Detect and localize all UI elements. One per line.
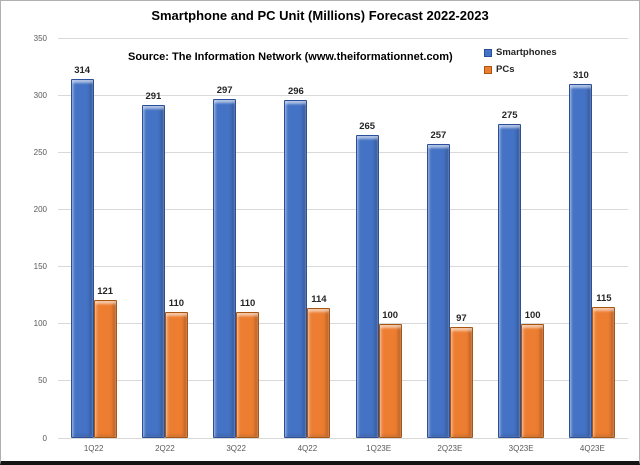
y-tick-label-300: 300 [33, 90, 47, 100]
bar-value-label-smartphones-2Q23E: 257 [430, 130, 447, 142]
bar-value-label-smartphones-4Q22: 296 [287, 85, 304, 97]
y-tick-label-100: 100 [33, 319, 47, 329]
x-tick-label-4Q23E: 4Q23E [579, 444, 605, 453]
bar-value-label-smartphones-2Q22: 291 [145, 91, 162, 103]
gridline-150 [58, 266, 628, 268]
bar-smartphones-1Q22 [70, 79, 94, 438]
bar-smartphones-3Q22 [213, 98, 237, 438]
bar-value-label-pcs-3Q23E: 100 [524, 309, 541, 321]
legend-label-smartphones: Smartphones [496, 47, 557, 58]
y-tick-label-50: 50 [38, 376, 47, 386]
bar-pcs-1Q23E [378, 323, 402, 438]
bar-value-label-smartphones-1Q22: 314 [74, 65, 91, 77]
source-note: Source: The Information Network (www.the… [128, 51, 453, 63]
y-tick-label-150: 150 [33, 262, 47, 272]
bar-pcs-1Q22 [93, 299, 117, 438]
bar-smartphones-2Q22 [141, 105, 165, 438]
bar-value-label-pcs-2Q22: 110 [168, 298, 185, 310]
bar-pcs-3Q23E [521, 323, 545, 438]
smartphones-swatch-icon [484, 48, 492, 57]
gridline-350 [58, 37, 628, 39]
gridline-300 [58, 94, 628, 96]
bar-value-label-pcs-3Q22: 110 [239, 298, 256, 310]
chart-title: Smartphone and PC Unit (Millions) Foreca… [151, 8, 489, 23]
gridline-200 [58, 208, 628, 210]
plot-area: 314 121 291 110 297 110 296 114 265 100 257 97 275 10… [58, 37, 628, 439]
x-tick-label-3Q22: 3Q22 [226, 444, 246, 453]
bar-value-label-smartphones-3Q22: 297 [216, 84, 233, 96]
bar-value-label-pcs-1Q22: 121 [97, 285, 114, 297]
gridline-0 [58, 437, 628, 439]
bar-pcs-4Q22 [307, 307, 331, 438]
y-tick-label-0: 0 [42, 433, 47, 443]
x-tick-label-1Q22: 1Q22 [83, 444, 104, 453]
bar-value-label-smartphones-1Q23E: 265 [359, 121, 376, 133]
legend-label-pcs: PCs [496, 64, 515, 75]
bar-pcs-2Q22 [164, 312, 188, 438]
bar-smartphones-4Q23E [569, 83, 593, 438]
x-tick-label-4Q22: 4Q22 [297, 444, 318, 453]
gridline-50 [58, 380, 628, 382]
bar-value-label-smartphones-4Q23E: 310 [572, 69, 589, 81]
bar-pcs-2Q23E [449, 327, 473, 438]
x-tick-label-2Q23E: 2Q23E [437, 444, 463, 453]
legend-item-pcs: PCs [484, 64, 557, 75]
gridline-250 [58, 151, 628, 153]
legend: Smartphones PCs [484, 47, 557, 81]
gridline-100 [58, 323, 628, 325]
x-tick-label-2Q22: 2Q22 [155, 444, 175, 453]
bar-value-label-smartphones-3Q23E: 275 [501, 109, 518, 121]
bar-pcs-4Q23E [592, 306, 616, 438]
pcs-swatch-icon [484, 65, 492, 74]
legend-item-smartphones: Smartphones [484, 47, 557, 58]
x-tick-label-3Q23E: 3Q23E [508, 444, 534, 453]
bar-value-label-pcs-4Q22: 114 [311, 293, 327, 305]
bar-value-label-pcs-1Q23E: 100 [382, 309, 399, 321]
bar-smartphones-3Q23E [498, 123, 522, 438]
x-tick-label-1Q23E: 1Q23E [366, 444, 392, 453]
bar-pcs-3Q22 [236, 312, 260, 438]
bar-value-label-pcs-4Q23E: 115 [596, 292, 612, 304]
y-tick-label-250: 250 [33, 147, 47, 157]
bar-smartphones-2Q23E [426, 144, 450, 438]
bar-smartphones-1Q23E [355, 135, 379, 438]
bar-smartphones-4Q22 [284, 99, 308, 438]
bar-value-label-pcs-2Q23E: 97 [456, 313, 467, 325]
y-tick-label-350: 350 [33, 33, 47, 43]
y-tick-label-200: 200 [33, 204, 47, 214]
